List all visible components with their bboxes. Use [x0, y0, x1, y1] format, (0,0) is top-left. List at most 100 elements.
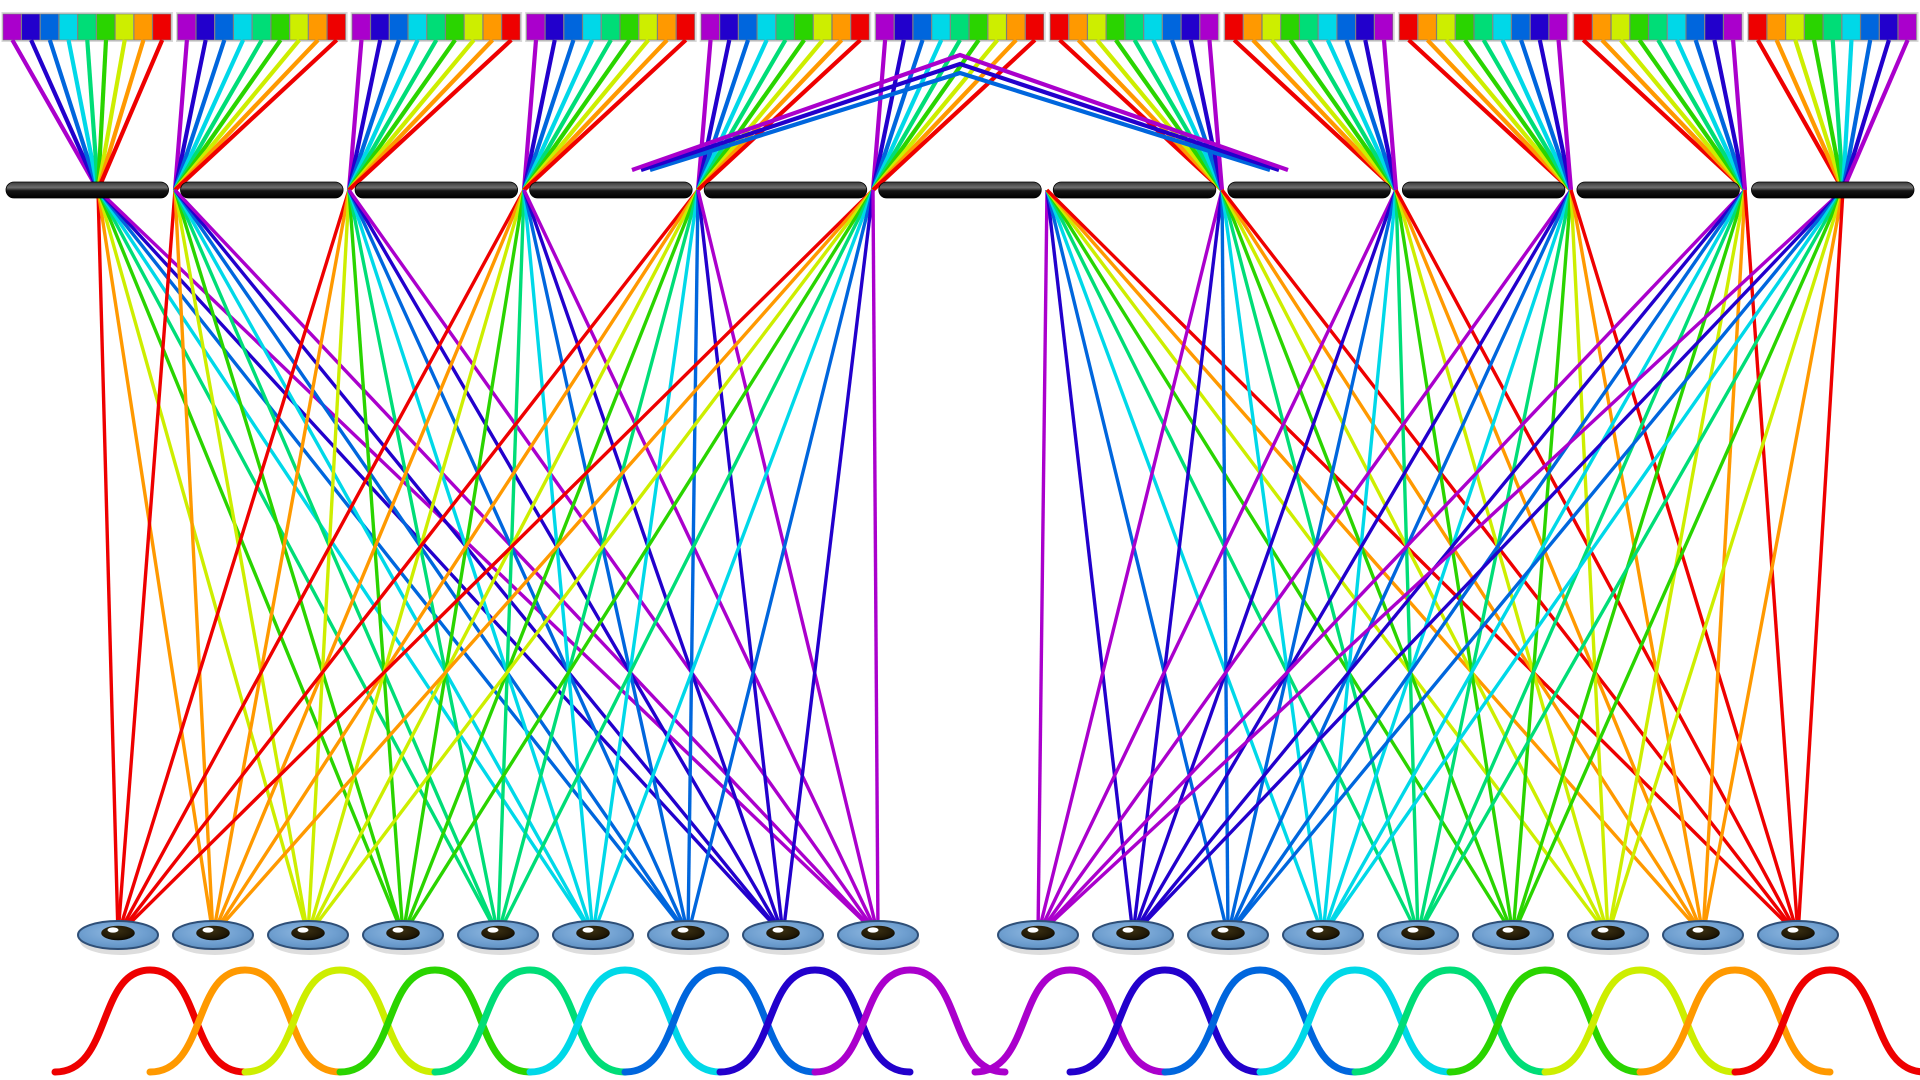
- source-swatch[interactable]: [601, 13, 620, 41]
- source-swatch[interactable]: [1417, 13, 1437, 41]
- source-swatch[interactable]: [700, 13, 720, 41]
- source-swatch[interactable]: [389, 13, 408, 41]
- source-swatch[interactable]: [1355, 13, 1375, 41]
- source-swatch[interactable]: [813, 13, 832, 41]
- source-swatch[interactable]: [482, 13, 502, 41]
- source-swatch[interactable]: [719, 13, 739, 41]
- source-swatch[interactable]: [1748, 13, 1767, 41]
- source-swatch[interactable]: [1766, 13, 1786, 41]
- source-swatch[interactable]: [270, 13, 290, 41]
- source-swatch[interactable]: [40, 13, 59, 41]
- source-swatch[interactable]: [1897, 13, 1917, 41]
- source-swatch[interactable]: [1685, 13, 1705, 41]
- detector-element[interactable]: [997, 920, 1080, 955]
- source-swatch[interactable]: [195, 13, 215, 41]
- source-swatch[interactable]: [775, 13, 795, 41]
- source-swatch[interactable]: [1318, 13, 1337, 41]
- detector-element[interactable]: [172, 920, 255, 955]
- source-swatch[interactable]: [214, 13, 234, 41]
- source-swatch[interactable]: [327, 13, 346, 41]
- aperture-bar[interactable]: [529, 181, 693, 199]
- source-swatch[interactable]: [1143, 13, 1163, 41]
- detector-element[interactable]: [1662, 920, 1745, 955]
- source-swatch[interactable]: [133, 13, 153, 41]
- source-swatch[interactable]: [638, 13, 658, 41]
- source-swatch[interactable]: [1611, 13, 1630, 41]
- source-swatch[interactable]: [912, 13, 932, 41]
- source-swatch[interactable]: [1261, 13, 1281, 41]
- detector-element[interactable]: [647, 920, 730, 955]
- source-swatch[interactable]: [794, 13, 814, 41]
- source-swatch[interactable]: [1548, 13, 1568, 41]
- source-swatch[interactable]: [545, 13, 564, 41]
- source-swatch[interactable]: [21, 13, 41, 41]
- source-swatch[interactable]: [1399, 13, 1418, 41]
- aperture-bar[interactable]: [1052, 181, 1217, 199]
- source-swatch[interactable]: [931, 13, 951, 41]
- source-swatch[interactable]: [1723, 13, 1743, 41]
- source-swatch[interactable]: [1243, 13, 1262, 41]
- detector-element[interactable]: [1092, 920, 1175, 955]
- detector-element[interactable]: [1757, 920, 1840, 955]
- detector-element[interactable]: [1282, 920, 1365, 955]
- detector-element[interactable]: [1377, 920, 1460, 955]
- source-swatch[interactable]: [1860, 13, 1880, 41]
- source-swatch[interactable]: [850, 13, 870, 41]
- source-swatch[interactable]: [407, 13, 427, 41]
- source-swatch[interactable]: [563, 13, 583, 41]
- source-swatch[interactable]: [1492, 13, 1512, 41]
- source-swatch[interactable]: [501, 13, 521, 41]
- source-swatch[interactable]: [1199, 13, 1219, 41]
- source-swatch[interactable]: [1879, 13, 1898, 41]
- source-swatch[interactable]: [1592, 13, 1612, 41]
- aperture-bar[interactable]: [1576, 181, 1740, 199]
- source-swatch[interactable]: [1704, 13, 1724, 41]
- source-swatch[interactable]: [657, 13, 677, 41]
- source-swatch[interactable]: [252, 13, 271, 41]
- aperture-bar[interactable]: [180, 181, 344, 199]
- source-swatch[interactable]: [351, 13, 371, 41]
- source-swatch[interactable]: [969, 13, 988, 41]
- source-swatch[interactable]: [875, 13, 895, 41]
- source-swatch[interactable]: [152, 13, 172, 41]
- source-swatch[interactable]: [987, 13, 1007, 41]
- source-swatch[interactable]: [676, 13, 695, 41]
- source-swatch[interactable]: [1280, 13, 1300, 41]
- source-swatch[interactable]: [950, 13, 970, 41]
- source-swatch[interactable]: [1436, 13, 1456, 41]
- aperture-bar[interactable]: [1751, 181, 1915, 199]
- source-swatch[interactable]: [526, 13, 546, 41]
- source-swatch[interactable]: [1530, 13, 1549, 41]
- source-swatch[interactable]: [1573, 13, 1593, 41]
- source-swatch[interactable]: [1841, 13, 1861, 41]
- source-swatch[interactable]: [1068, 13, 1088, 41]
- source-swatch[interactable]: [1648, 13, 1668, 41]
- aperture-bar[interactable]: [354, 181, 519, 199]
- source-swatch[interactable]: [1374, 13, 1394, 41]
- source-swatch[interactable]: [1162, 13, 1182, 41]
- detector-element[interactable]: [77, 920, 160, 955]
- source-swatch[interactable]: [1006, 13, 1026, 41]
- source-swatch[interactable]: [58, 13, 78, 41]
- source-swatch[interactable]: [1224, 13, 1244, 41]
- source-swatch[interactable]: [308, 13, 328, 41]
- aperture-bar[interactable]: [1227, 181, 1391, 199]
- source-swatch[interactable]: [582, 13, 602, 41]
- source-swatch[interactable]: [426, 13, 446, 41]
- aperture-bar[interactable]: [1401, 181, 1566, 199]
- source-swatch[interactable]: [233, 13, 253, 41]
- source-swatch[interactable]: [1785, 13, 1805, 41]
- detector-element[interactable]: [1187, 920, 1270, 955]
- source-swatch[interactable]: [445, 13, 465, 41]
- source-swatch[interactable]: [96, 13, 116, 41]
- source-swatch[interactable]: [115, 13, 134, 41]
- source-swatch[interactable]: [1049, 13, 1069, 41]
- aperture-bar[interactable]: [703, 181, 868, 199]
- source-swatch[interactable]: [1124, 13, 1144, 41]
- aperture-bar[interactable]: [5, 181, 169, 199]
- detector-element[interactable]: [552, 920, 635, 955]
- source-swatch[interactable]: [1804, 13, 1824, 41]
- detector-element[interactable]: [1567, 920, 1650, 955]
- source-swatch[interactable]: [1455, 13, 1474, 41]
- source-swatch[interactable]: [289, 13, 309, 41]
